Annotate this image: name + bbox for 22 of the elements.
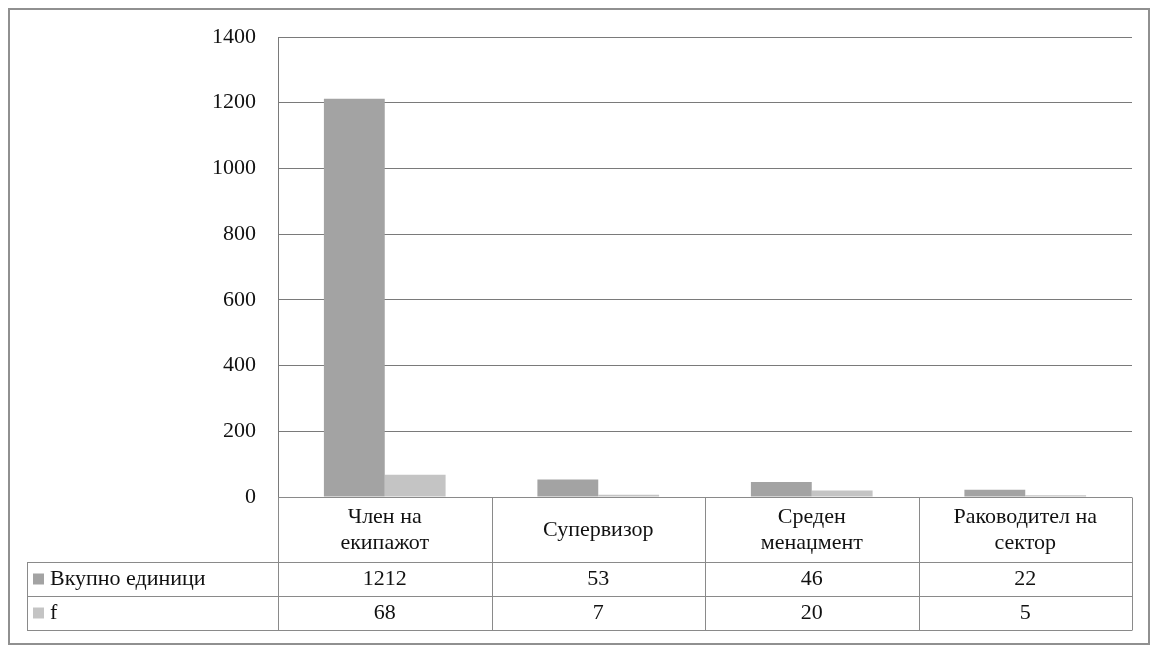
y-tick-label: 800 bbox=[223, 219, 256, 245]
legend-label: Вкупно единици bbox=[50, 565, 206, 591]
y-tick-label: 1200 bbox=[212, 88, 256, 114]
data-label: 46 bbox=[800, 565, 823, 591]
data-label: 20 bbox=[800, 599, 823, 625]
y-tick-label: 1400 bbox=[212, 22, 256, 48]
x-tick-label: Раководител на сектор bbox=[953, 502, 1098, 554]
y-tick-label: 1000 bbox=[212, 154, 256, 180]
data-label: 53 bbox=[587, 565, 610, 591]
x-tick-label: Супервизор bbox=[543, 515, 654, 541]
data-label: 22 bbox=[1014, 565, 1037, 591]
legend-label: f bbox=[50, 599, 58, 625]
x-tick-label: Член на екипажот bbox=[340, 502, 430, 554]
y-tick-label: 600 bbox=[223, 285, 256, 311]
data-label: 68 bbox=[373, 599, 396, 625]
data-label: 5 bbox=[1019, 599, 1031, 625]
data-label: 7 bbox=[592, 599, 604, 625]
x-tick-label: Среден менаџмент bbox=[760, 502, 864, 554]
y-tick-label: 200 bbox=[223, 417, 256, 443]
y-tick-label: 400 bbox=[223, 351, 256, 377]
y-tick-label: 0 bbox=[245, 482, 256, 508]
data-label: 1212 bbox=[362, 565, 407, 591]
